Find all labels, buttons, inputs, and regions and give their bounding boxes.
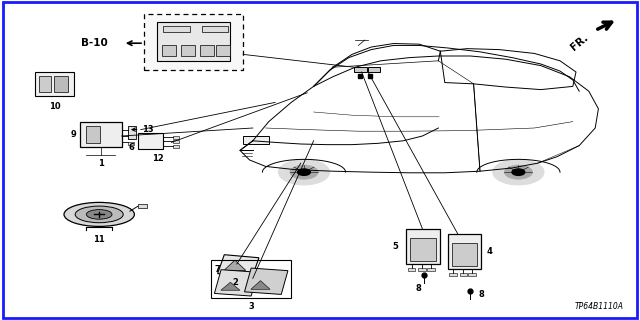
Text: 10: 10 xyxy=(49,102,60,111)
Text: 9: 9 xyxy=(71,130,77,139)
Bar xyxy=(408,268,415,271)
Bar xyxy=(128,129,134,132)
Text: 2: 2 xyxy=(232,278,238,287)
Bar xyxy=(406,229,440,264)
Text: TP64B1110A: TP64B1110A xyxy=(575,302,624,311)
Ellipse shape xyxy=(64,203,134,227)
Bar xyxy=(216,45,230,56)
Bar xyxy=(144,14,243,70)
Polygon shape xyxy=(221,282,240,290)
Bar xyxy=(200,45,214,56)
Bar xyxy=(173,140,179,143)
Bar xyxy=(244,268,288,294)
Bar xyxy=(173,136,179,139)
Text: 8: 8 xyxy=(478,290,484,299)
Bar xyxy=(218,255,259,277)
Circle shape xyxy=(278,159,330,185)
Text: 12: 12 xyxy=(152,154,164,163)
Bar xyxy=(80,122,122,147)
Bar xyxy=(181,45,195,56)
Bar xyxy=(243,136,269,144)
Bar xyxy=(468,273,476,276)
Text: 13: 13 xyxy=(142,125,154,134)
Bar xyxy=(157,22,230,61)
Text: 6: 6 xyxy=(129,143,135,152)
Circle shape xyxy=(512,169,525,175)
Polygon shape xyxy=(251,281,270,289)
Bar xyxy=(202,26,228,32)
Bar xyxy=(448,234,481,269)
Circle shape xyxy=(493,159,544,185)
Text: 1: 1 xyxy=(98,159,104,168)
Bar xyxy=(214,270,258,296)
Text: 8: 8 xyxy=(416,284,421,292)
Text: 11: 11 xyxy=(93,235,105,244)
Bar xyxy=(162,45,176,56)
Circle shape xyxy=(504,165,532,179)
Bar xyxy=(410,238,436,261)
Bar xyxy=(138,204,147,208)
Bar xyxy=(163,26,190,32)
Circle shape xyxy=(290,165,318,179)
Text: B-10: B-10 xyxy=(81,38,108,48)
Text: 3: 3 xyxy=(248,302,254,311)
Bar xyxy=(128,135,134,139)
Bar xyxy=(128,142,134,145)
Bar xyxy=(418,268,426,271)
Text: 4: 4 xyxy=(486,247,492,256)
Bar xyxy=(86,126,100,143)
Circle shape xyxy=(298,169,310,175)
Bar xyxy=(449,273,457,276)
Bar xyxy=(460,273,467,276)
Bar xyxy=(128,126,136,139)
Bar xyxy=(211,260,291,298)
Bar xyxy=(354,67,367,72)
Bar xyxy=(138,133,163,149)
Bar xyxy=(427,268,435,271)
Bar xyxy=(173,145,179,148)
Bar xyxy=(35,72,74,96)
Text: 5: 5 xyxy=(393,242,399,251)
Bar xyxy=(452,243,477,266)
Bar xyxy=(39,76,51,92)
Text: 7: 7 xyxy=(214,265,220,274)
Text: FR.: FR. xyxy=(569,33,590,53)
Bar xyxy=(54,76,68,92)
Bar xyxy=(368,67,380,72)
Ellipse shape xyxy=(76,206,123,223)
Ellipse shape xyxy=(86,210,112,219)
Polygon shape xyxy=(224,260,246,270)
